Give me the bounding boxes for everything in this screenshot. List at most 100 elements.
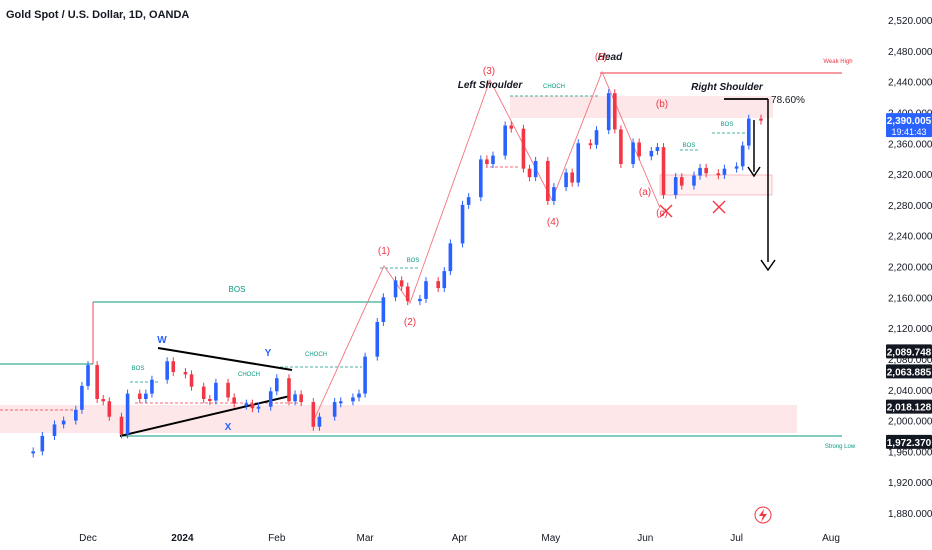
x-tick-label: Mar bbox=[356, 533, 374, 544]
x-tick-label: Aug bbox=[822, 533, 840, 544]
candle-body bbox=[357, 393, 361, 398]
price-badge-label: 2,089.748 bbox=[887, 347, 932, 358]
x-tick-label: Dec bbox=[79, 533, 97, 544]
x-marker bbox=[659, 204, 673, 218]
candle-body bbox=[40, 435, 45, 452]
annotation-label: (5) bbox=[595, 52, 607, 63]
candle-body bbox=[74, 409, 78, 421]
support-zone bbox=[659, 174, 773, 196]
candle-body bbox=[491, 155, 495, 165]
candle-body bbox=[594, 130, 599, 145]
y-tick-label: 2,280.000 bbox=[888, 201, 932, 212]
candle-body bbox=[137, 393, 142, 399]
y-tick-label: 2,160.000 bbox=[888, 293, 932, 304]
y-tick-label: 2,360.000 bbox=[888, 139, 932, 150]
lightning-icon[interactable] bbox=[754, 506, 772, 524]
candle-body bbox=[673, 177, 678, 195]
candle-body bbox=[268, 391, 273, 407]
annotation-label: (1) bbox=[378, 246, 390, 257]
elliott-wave-path bbox=[312, 70, 661, 423]
triangle-upper-line bbox=[157, 347, 293, 371]
candle-body bbox=[101, 398, 106, 402]
candle-body bbox=[552, 187, 556, 202]
candle-body bbox=[244, 403, 249, 406]
candle-body bbox=[746, 118, 751, 146]
annotation-label: Head bbox=[598, 52, 623, 63]
candle-body bbox=[165, 361, 169, 380]
annotation-label: BOS bbox=[721, 122, 734, 128]
y-tick-label: 2,520.000 bbox=[888, 16, 932, 27]
time-axis[interactable]: Dec 2024 Feb Mar Apr May Jun Jul Aug bbox=[79, 533, 840, 544]
annotation-label: CHOCH bbox=[543, 84, 565, 90]
countdown-label: 19:41:43 bbox=[891, 127, 926, 137]
candle-body bbox=[31, 451, 35, 454]
candle-body bbox=[546, 160, 550, 202]
candle-body bbox=[448, 243, 453, 272]
y-tick-label: 1,920.000 bbox=[888, 478, 932, 489]
candle-body bbox=[576, 143, 581, 183]
candle-body bbox=[399, 280, 404, 287]
candle-body bbox=[150, 379, 154, 394]
candle-body bbox=[256, 406, 261, 409]
candle-body bbox=[759, 118, 763, 121]
candle-body bbox=[503, 125, 507, 156]
annotation-label: Y bbox=[265, 348, 272, 359]
y-tick-label: 2,440.000 bbox=[888, 78, 932, 89]
candle-body bbox=[144, 393, 148, 399]
target-arrow-head bbox=[760, 259, 776, 272]
candle-body bbox=[393, 280, 398, 298]
price-axis[interactable]: 2,520.0002,480.0002,440.0002,400.0002,36… bbox=[888, 16, 932, 520]
annotation-label: (c) bbox=[656, 208, 668, 219]
x-tick-label: Feb bbox=[268, 533, 286, 544]
candle-body bbox=[466, 197, 471, 205]
candle-body bbox=[679, 177, 684, 186]
candle-body bbox=[734, 166, 739, 169]
annotation-label: BOS bbox=[229, 285, 246, 294]
candle-body bbox=[418, 298, 422, 302]
candle-body bbox=[61, 420, 66, 425]
candle-body bbox=[317, 416, 322, 427]
candle-body bbox=[619, 129, 623, 165]
candle-body bbox=[299, 394, 303, 403]
triangle-lower-line bbox=[119, 395, 291, 437]
candle-body bbox=[716, 173, 721, 176]
candle-body bbox=[521, 128, 526, 169]
annotation-label: X bbox=[225, 422, 232, 433]
y-tick-label: 1,960.000 bbox=[888, 447, 932, 458]
candle-body bbox=[311, 402, 316, 427]
candle-body bbox=[436, 281, 440, 289]
y-tick-label: 2,320.000 bbox=[888, 170, 932, 181]
candle-body bbox=[649, 150, 654, 157]
candle-body bbox=[460, 204, 465, 244]
y-tick-label: 2,080.000 bbox=[888, 355, 932, 366]
candle-body bbox=[740, 145, 745, 167]
annotation-label: (b) bbox=[656, 99, 668, 110]
candle-body bbox=[588, 143, 593, 146]
y-tick-label: 2,200.000 bbox=[888, 263, 932, 274]
price-badge-label: 2,018.128 bbox=[887, 403, 932, 414]
candle-body bbox=[485, 159, 489, 165]
candle-body bbox=[201, 386, 206, 399]
candle-body bbox=[698, 167, 702, 176]
candle-body bbox=[171, 361, 176, 373]
price-badge-label: 2,390.005 bbox=[887, 116, 932, 127]
candle-body bbox=[274, 378, 279, 392]
x-tick-label: May bbox=[541, 533, 560, 544]
candle-body bbox=[375, 321, 380, 357]
candle-body bbox=[612, 93, 617, 130]
annotation-label: BOS bbox=[683, 143, 696, 149]
y-tick-label: 2,240.000 bbox=[888, 232, 932, 243]
candle-body bbox=[189, 374, 194, 387]
candle-body bbox=[606, 93, 611, 131]
candle-body bbox=[95, 365, 99, 399]
annotation-label: W bbox=[157, 335, 167, 346]
candle-body bbox=[351, 397, 355, 402]
y-tick-label: 2,040.000 bbox=[888, 386, 932, 397]
candle-body bbox=[119, 416, 124, 435]
x-tick-label: Jun bbox=[637, 533, 653, 544]
x-tick-label: 2024 bbox=[171, 533, 194, 544]
candle-body bbox=[722, 168, 727, 175]
candle-body bbox=[226, 382, 230, 398]
